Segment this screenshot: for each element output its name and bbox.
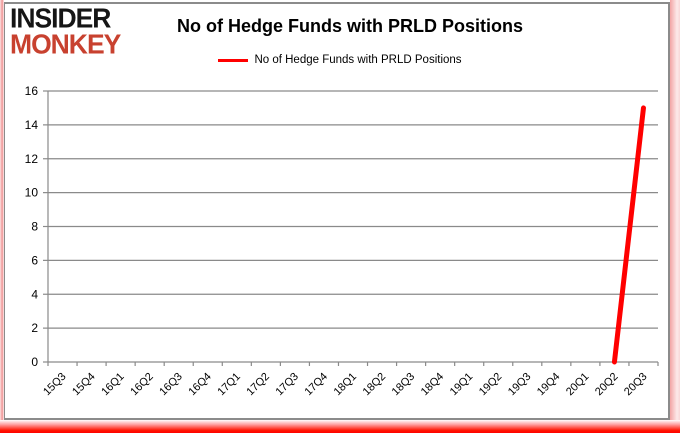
insider-monkey-logo: INSIDER MONKEY [10,1,121,60]
chart-frame [3,2,670,420]
svg-text:4: 4 [31,287,38,301]
legend-line-swatch [218,58,249,62]
svg-text:15Q3: 15Q3 [41,371,69,399]
svg-text:18Q2: 18Q2 [361,371,389,399]
chart-legend: No of Hedge Funds with PRLD Positions [0,54,680,66]
svg-text:17Q3: 17Q3 [274,371,302,399]
svg-text:16Q1: 16Q1 [99,371,127,399]
logo-line-monkey: MONKEY [10,27,121,60]
svg-text:10: 10 [25,186,39,200]
svg-text:16Q2: 16Q2 [128,371,156,399]
left-glow-border [0,0,4,425]
svg-text:17Q2: 17Q2 [244,371,272,399]
svg-text:18Q4: 18Q4 [419,371,447,399]
chart-title: No of Hedge Funds with PRLD Positions [177,16,523,36]
svg-text:14: 14 [25,118,39,132]
svg-text:6: 6 [31,253,38,267]
svg-text:16Q3: 16Q3 [157,371,185,399]
svg-text:18Q1: 18Q1 [332,371,360,399]
svg-text:12: 12 [25,152,39,166]
svg-text:0: 0 [31,355,38,369]
svg-text:19Q1: 19Q1 [448,371,476,399]
legend-label: No of Hedge Funds with PRLD Positions [254,54,462,66]
svg-text:16Q4: 16Q4 [186,371,214,399]
svg-text:19Q3: 19Q3 [506,371,534,399]
svg-text:8: 8 [31,220,38,234]
svg-text:17Q4: 17Q4 [303,371,331,399]
svg-text:19Q2: 19Q2 [477,371,505,399]
svg-text:20Q2: 20Q2 [593,371,621,399]
logo-line-insider: INSIDER [10,1,111,35]
svg-text:16: 16 [25,84,39,98]
bottom-glow-border [0,420,680,433]
right-glow-border [670,0,680,425]
svg-text:2: 2 [31,321,38,335]
svg-text:17Q1: 17Q1 [215,371,243,399]
svg-text:20Q1: 20Q1 [564,371,592,399]
svg-text:15Q4: 15Q4 [70,371,98,399]
svg-text:19Q4: 19Q4 [535,371,563,399]
svg-text:20Q3: 20Q3 [622,371,650,399]
svg-text:18Q3: 18Q3 [390,371,418,399]
